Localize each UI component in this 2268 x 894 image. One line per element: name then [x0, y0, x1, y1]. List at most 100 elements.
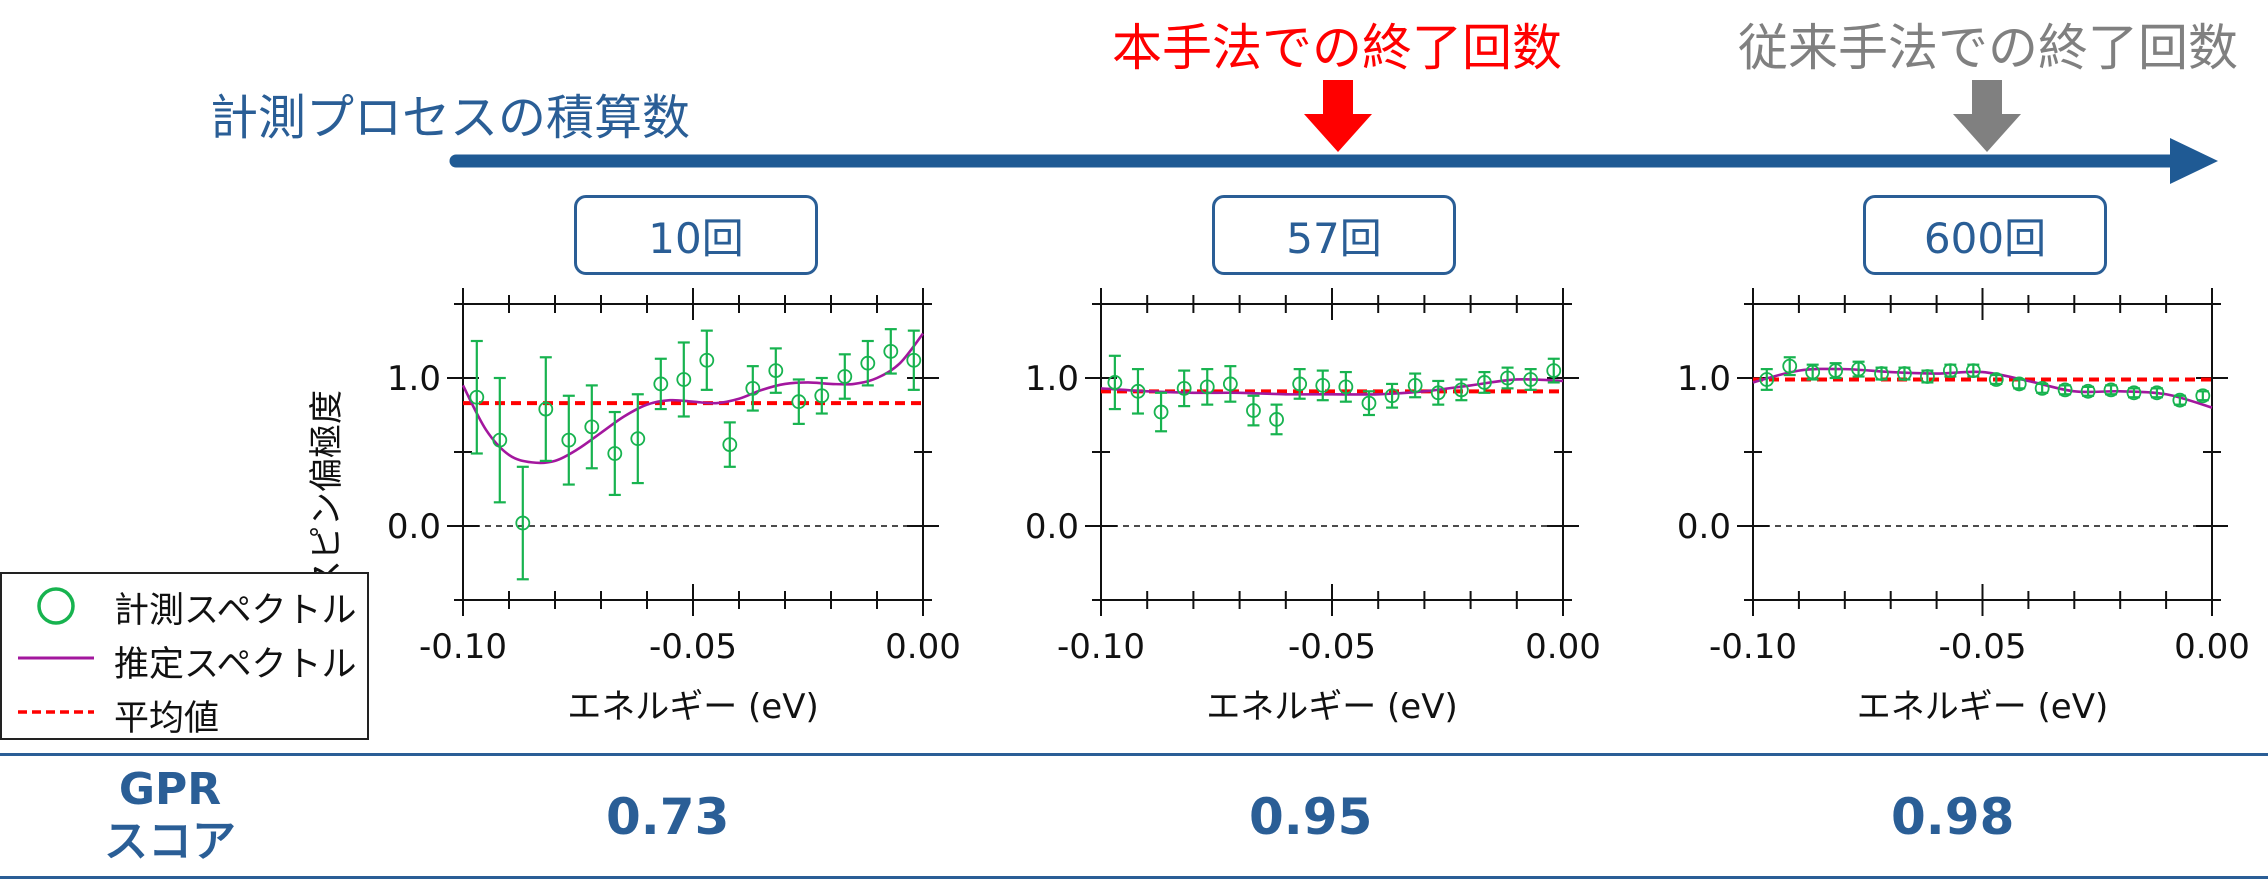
measured-point	[2034, 380, 2050, 396]
measured-point	[2080, 383, 2096, 399]
estimated-spectrum-line	[1752, 367, 2213, 409]
measured-point	[2057, 382, 2073, 398]
x-tick-label: -0.05	[1288, 627, 1376, 667]
measured-point	[1523, 372, 1539, 387]
legend-item-estimated: 推定スペクトル	[2, 630, 367, 685]
measured-point	[906, 352, 922, 368]
measured-point	[1805, 364, 1821, 380]
y-tick-label: 1.0	[387, 359, 441, 399]
measured-point	[768, 363, 784, 379]
measured-point	[469, 389, 485, 405]
measured-point	[538, 401, 554, 417]
measured-point	[1269, 412, 1284, 427]
measured-point	[791, 394, 807, 410]
x-tick-label: 0.00	[2174, 627, 2250, 667]
measured-point	[883, 343, 899, 359]
measured-point	[1130, 383, 1146, 399]
measured-point	[1338, 379, 1354, 395]
x-tick-label: -0.10	[419, 627, 507, 667]
measured-point	[1361, 395, 1377, 411]
legend: 計測スペクトル 推定スペクトル 平均値	[0, 572, 369, 740]
x-tick-label: 0.00	[1525, 627, 1601, 667]
y-tick-label: 0.0	[1025, 507, 1079, 547]
measured-point	[1851, 361, 1866, 377]
y-tick-label: 0.0	[1677, 507, 1731, 547]
x-tick-label: -0.05	[649, 627, 737, 667]
measured-point	[1759, 372, 1775, 387]
gpr-score-label-line2: スコア	[104, 816, 236, 867]
measured-point	[814, 388, 830, 404]
measured-point	[837, 369, 853, 384]
open-circle-icon	[37, 587, 75, 625]
conventional-stop-label: 従来手法での終了回数	[1738, 19, 2238, 77]
count-box-57: 57回	[1212, 195, 1456, 275]
gpr-score-57: 0.95	[1249, 788, 1373, 846]
chart-panel-1: -0.10 -0.05 0.00 1.0 0.0 エネルギー (eV)	[1025, 288, 1601, 727]
measured-point	[1477, 375, 1492, 390]
measured-point	[2103, 382, 2119, 398]
gpr-score-label-line1: GPR	[118, 764, 222, 815]
measured-point	[630, 431, 646, 447]
y-axis-label: スピン偏極度	[307, 390, 347, 594]
measured-point	[1453, 382, 1469, 398]
legend-label-estimated: 推定スペクトル	[114, 645, 357, 685]
y-tick-label: 1.0	[1025, 359, 1079, 399]
measured-point	[1246, 403, 1261, 418]
x-tick-label: -0.10	[1709, 627, 1797, 667]
x-tick-label: -0.05	[1939, 627, 2027, 667]
measured-point	[1897, 366, 1912, 381]
measured-point	[653, 376, 669, 392]
legend-item-mean: 平均値	[2, 684, 367, 739]
process-arrow	[449, 80, 2218, 184]
legend-label-measured: 計測スペクトル	[114, 591, 357, 631]
measured-point	[2011, 376, 2027, 392]
measured-point	[1920, 369, 1935, 384]
measured-point	[1292, 376, 1308, 392]
measured-point	[492, 432, 508, 448]
gpr-score-label: GPR スコア	[60, 764, 280, 868]
measured-point	[1965, 363, 1981, 379]
chart-panel-2: -0.10 -0.05 0.00 1.0 0.0 エネルギー (eV)	[1677, 288, 2250, 727]
measured-point	[1546, 363, 1562, 379]
legend-item-measured: 計測スペクトル	[2, 576, 367, 631]
solid-line-icon	[18, 656, 94, 660]
measured-point	[1315, 377, 1331, 393]
y-tick-label: 1.0	[1677, 359, 1731, 399]
measured-point	[745, 380, 761, 396]
score-table-bottom-rule	[0, 876, 2268, 879]
count-box-10: 10回	[574, 195, 818, 275]
proposed-stop-arrow-icon	[1304, 80, 1372, 152]
measured-point	[1430, 385, 1446, 401]
count-box-600: 600回	[1863, 195, 2107, 275]
y-tick-label: 0.0	[387, 507, 441, 547]
measured-point	[515, 515, 531, 531]
gpr-score-600: 0.98	[1891, 788, 2015, 846]
measured-point	[722, 437, 738, 453]
measured-point	[1500, 370, 1515, 386]
measured-point	[2172, 392, 2188, 408]
x-axis-label: エネルギー (eV)	[1857, 687, 2109, 727]
measured-point	[1988, 372, 2004, 387]
x-tick-label: 0.00	[885, 627, 961, 667]
x-axis-label: エネルギー (eV)	[567, 687, 819, 727]
measured-point	[1199, 379, 1215, 395]
chart-panel-0: -0.10 -0.05 0.00 1.0 0.0 エネルギー (eV) スピン偏極度	[307, 288, 961, 727]
dashed-line-icon	[18, 710, 94, 714]
measured-point	[1942, 363, 1958, 379]
score-table-top-rule	[0, 753, 2268, 756]
measured-point	[607, 446, 623, 461]
measured-point	[1176, 380, 1192, 396]
measured-point	[699, 352, 715, 368]
measured-point	[2149, 385, 2165, 401]
x-axis-label: エネルギー (eV)	[1206, 687, 1458, 727]
measured-point	[1782, 358, 1798, 374]
measured-point	[561, 432, 577, 448]
measured-point	[1153, 404, 1169, 420]
x-tick-label: -0.10	[1057, 627, 1145, 667]
measured-point	[1407, 377, 1423, 393]
measured-point	[676, 372, 692, 387]
gpr-score-10: 0.73	[606, 788, 730, 846]
measured-point	[1107, 375, 1123, 390]
conventional-stop-arrow-icon	[1953, 80, 2021, 152]
